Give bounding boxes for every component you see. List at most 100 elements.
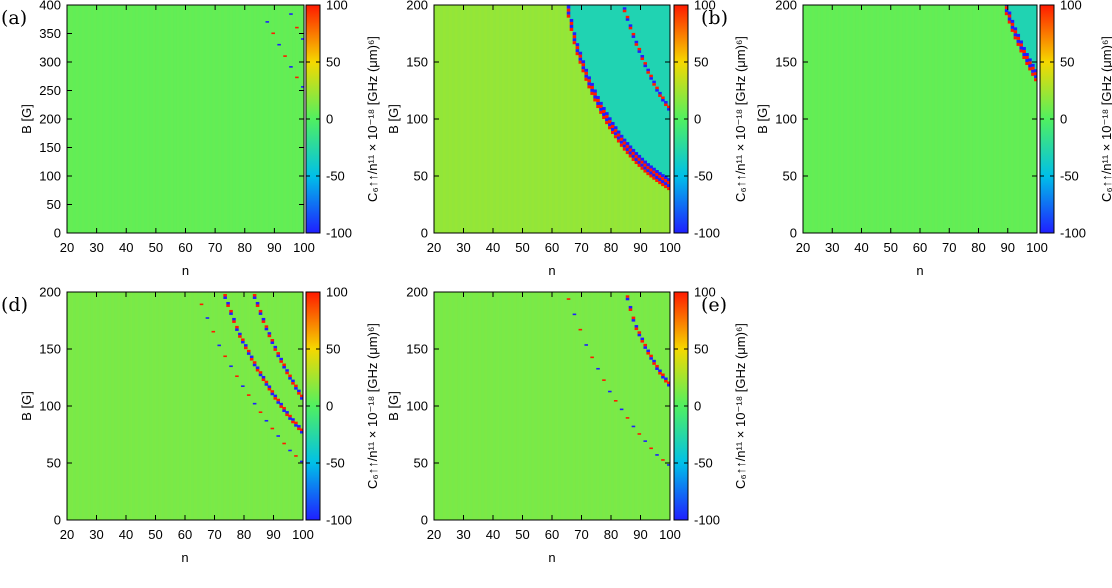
resonance-cell xyxy=(261,375,266,379)
resonance-cell xyxy=(643,346,647,349)
heatmap-column xyxy=(111,5,115,233)
resonance-cell xyxy=(288,374,292,378)
resonance-cell xyxy=(229,312,233,315)
heatmap-column xyxy=(170,292,174,520)
heatmap-column xyxy=(946,5,950,233)
resonance-cell xyxy=(264,325,269,328)
resonance-cell xyxy=(649,165,653,169)
colorbar-tick-label: 100 xyxy=(1060,0,1082,13)
resonance-cell xyxy=(658,175,662,179)
resonance-cell xyxy=(1031,72,1035,76)
y-axis-label: B [G] xyxy=(386,104,401,134)
heatmap-column xyxy=(472,292,476,520)
y-tick-label: 150 xyxy=(775,55,797,70)
x-tick-label: 70 xyxy=(574,527,588,542)
y-axis-label: B [G] xyxy=(755,104,770,134)
resonance-cell xyxy=(249,355,254,359)
heatmap-column xyxy=(442,5,446,233)
resonance-cell xyxy=(252,402,257,405)
resonance-cell xyxy=(264,419,269,422)
resonance-cell xyxy=(566,8,571,12)
resonance-cell xyxy=(261,378,266,381)
resonance-cell xyxy=(625,15,630,19)
y-axis-label: B [G] xyxy=(19,391,34,421)
resonance-cell xyxy=(631,316,636,320)
resonance-cell xyxy=(255,301,260,305)
resonance-cell xyxy=(581,60,586,64)
resonance-cell xyxy=(1016,36,1021,40)
resonance-cell xyxy=(616,130,621,134)
resonance-cell xyxy=(264,380,269,384)
resonance-cell xyxy=(649,357,653,360)
resonance-cell xyxy=(667,381,670,384)
heatmap-column xyxy=(525,292,529,520)
resonance-cell xyxy=(631,319,636,322)
colorbar-tick-label: 50 xyxy=(694,342,708,357)
resonance-cell xyxy=(637,163,642,167)
heatmap-column xyxy=(841,5,844,233)
resonance-cell xyxy=(572,32,577,36)
resonance-cell xyxy=(619,140,624,144)
resonance-cell xyxy=(289,13,293,15)
heatmap-column xyxy=(958,5,961,233)
y-tick-label: 100 xyxy=(39,399,61,414)
y-axis-label: B [G] xyxy=(19,104,34,134)
colorbar-tick-label: 0 xyxy=(694,112,701,127)
heatmap-column xyxy=(117,292,121,520)
resonance-cell xyxy=(578,57,583,61)
resonance-cell xyxy=(634,327,639,331)
resonance-cell xyxy=(646,71,650,74)
colorbar-tick-label: 100 xyxy=(326,285,348,300)
heatmap-column xyxy=(608,292,611,520)
resonance-cell xyxy=(300,431,303,434)
resonance-cell xyxy=(646,169,650,173)
resonance-cell xyxy=(625,18,630,21)
resonance-cell xyxy=(297,389,301,393)
y-tick-label: 200 xyxy=(775,0,797,13)
colorbar-tick-label: 100 xyxy=(694,285,716,300)
heatmap-column xyxy=(543,292,547,520)
y-tick-label: 0 xyxy=(421,226,428,241)
resonance-cell xyxy=(605,112,609,116)
panel-label: (b) xyxy=(701,7,728,29)
heatmap-column xyxy=(146,292,150,520)
resonance-cell xyxy=(590,88,594,92)
heatmap-column xyxy=(940,5,944,233)
resonance-cell xyxy=(270,341,275,345)
resonance-cell xyxy=(628,148,633,152)
resonance-cell xyxy=(265,21,270,23)
resonance-cell xyxy=(593,92,597,96)
resonance-cell xyxy=(1025,59,1029,63)
resonance-cell xyxy=(241,385,245,388)
heatmap-column xyxy=(870,5,874,233)
heatmap-column xyxy=(590,5,594,233)
resonance-cell xyxy=(640,337,645,341)
x-axis-label: n xyxy=(548,550,555,565)
resonance-cell xyxy=(587,85,591,89)
resonance-cell xyxy=(640,157,645,161)
resonance-cell xyxy=(1028,61,1032,65)
heatmap-column xyxy=(852,5,856,233)
heatmap-column xyxy=(998,5,1002,233)
resonance-cell xyxy=(566,14,571,18)
resonance-cell xyxy=(246,352,251,355)
x-tick-label: 50 xyxy=(148,527,162,542)
resonance-cell xyxy=(282,363,286,367)
heatmap-column xyxy=(590,292,594,520)
resonance-cell xyxy=(667,105,670,109)
x-tick-label: 50 xyxy=(515,240,529,255)
resonance-cell xyxy=(664,377,668,380)
resonance-cell xyxy=(664,103,668,107)
heatmap-column xyxy=(211,292,215,520)
heatmap-column xyxy=(811,5,815,233)
resonance-cell xyxy=(235,325,239,329)
heatmap-column xyxy=(490,292,493,520)
resonance-cell xyxy=(569,18,574,22)
resonance-cell xyxy=(267,387,272,391)
resonance-cell xyxy=(643,166,647,170)
resonance-cell xyxy=(241,338,245,341)
resonance-cell xyxy=(199,303,204,306)
heatmap-column xyxy=(252,292,256,520)
resonance-cell xyxy=(1031,69,1035,73)
